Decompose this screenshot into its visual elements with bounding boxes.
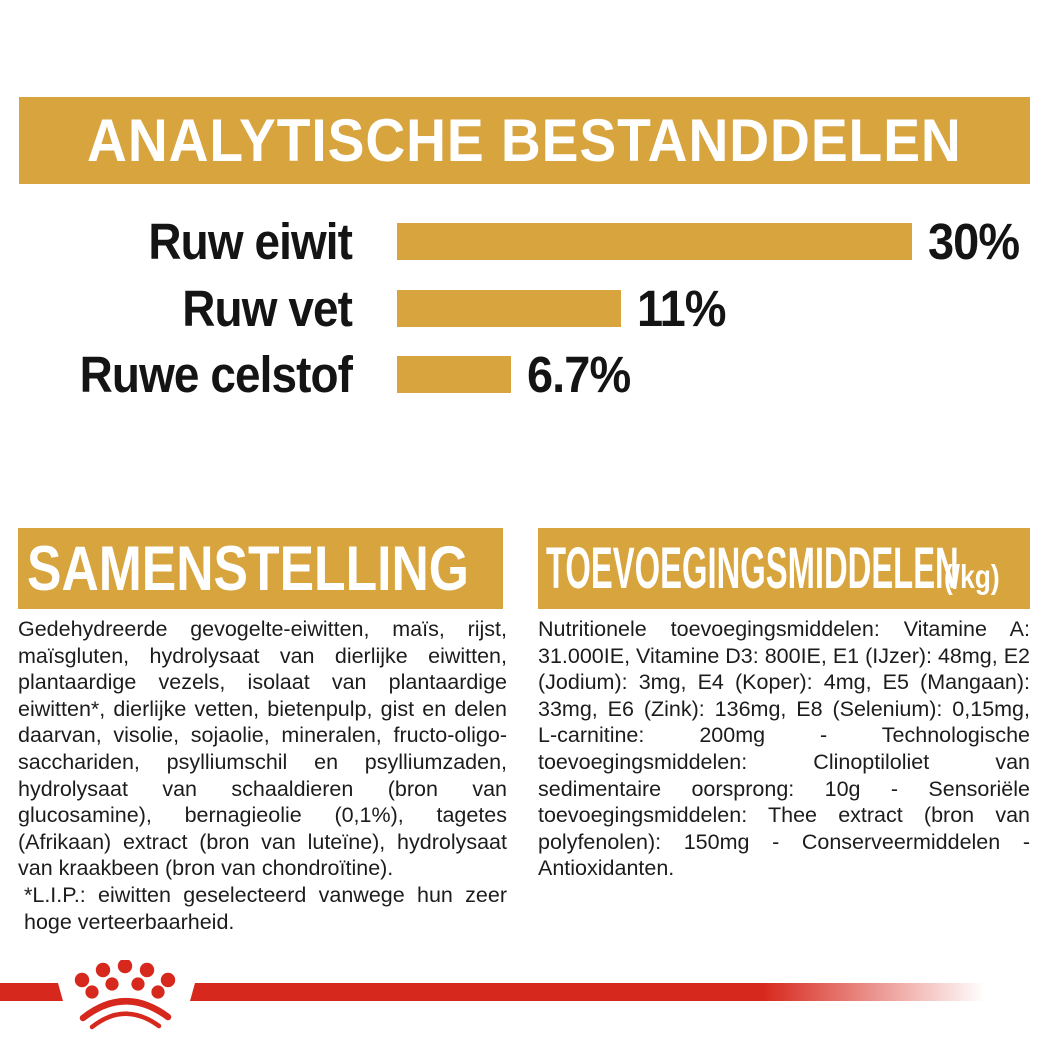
chart-bar bbox=[397, 290, 621, 327]
composition-banner: SAMENSTELLING bbox=[18, 528, 503, 609]
additives-text: Nutritionele toevoegingsmiddelen: Vitami… bbox=[538, 616, 1030, 882]
chart-bar bbox=[397, 356, 511, 393]
chart-category-label: Ruwe celstof bbox=[79, 346, 353, 403]
composition-body: Gedehydreerde gevogelte-eiwitten, maïs, … bbox=[18, 617, 507, 881]
chart-row: Ruw vet 11% bbox=[0, 280, 733, 337]
analytical-title: ANALYTISCHE BESTANDDELEN bbox=[87, 107, 962, 174]
composition-text: Gedehydreerde gevogelte-eiwitten, maïs, … bbox=[18, 616, 507, 935]
footer-divider-right bbox=[190, 983, 985, 1001]
additives-title: TOEVOEGINGSMIDDELEN bbox=[546, 536, 959, 601]
composition-lip-note: *L.I.P.: eiwitten geselecteerd vanwege h… bbox=[24, 882, 507, 934]
chart-value-label: 11% bbox=[637, 280, 726, 337]
chart-category-label: Ruw eiwit bbox=[148, 213, 352, 270]
footer-divider-left bbox=[0, 983, 63, 1001]
chart-category-label: Ruw vet bbox=[182, 280, 353, 337]
analytical-banner: ANALYTISCHE BESTANDDELEN bbox=[19, 97, 1030, 184]
chart-bar bbox=[397, 223, 912, 260]
additives-unit-label: (/kg) bbox=[944, 558, 1000, 595]
composition-title: SAMENSTELLING bbox=[27, 533, 469, 604]
additives-body: Nutritionele toevoegingsmiddelen: Vitami… bbox=[538, 617, 1030, 881]
chart-value-label: 30% bbox=[928, 213, 1020, 270]
additives-banner: TOEVOEGINGSMIDDELEN (/kg) bbox=[538, 528, 1030, 609]
royal-canin-crown-icon bbox=[74, 960, 176, 1030]
chart-row: Ruw eiwit 30% bbox=[0, 213, 1027, 270]
chart-value-label: 6.7% bbox=[527, 346, 631, 403]
chart-row: Ruwe celstof 6.7% bbox=[0, 346, 639, 403]
